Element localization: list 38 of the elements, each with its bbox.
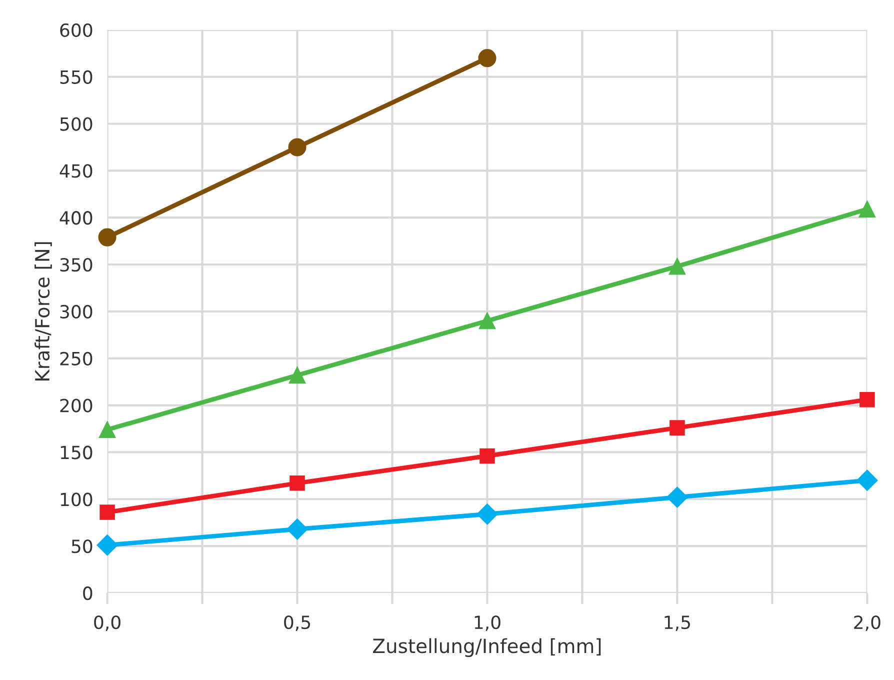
point (666, 486, 688, 508)
point (96, 534, 118, 556)
y-tick-label: 100 (60, 492, 92, 506)
y-tick-label: 400 (60, 211, 92, 225)
point (286, 518, 308, 540)
point (478, 312, 496, 330)
point (860, 392, 875, 408)
point (858, 200, 876, 218)
x-tick-label: 1,0 (474, 616, 500, 631)
point (668, 258, 686, 275)
y-tick-label: 500 (60, 117, 92, 131)
point (670, 420, 685, 436)
point (98, 421, 116, 438)
y-tick-label: 600 (60, 23, 92, 38)
x-tick-label: 0,0 (94, 616, 120, 631)
y-tick-label: 550 (60, 70, 92, 84)
x-tick-label: 1,5 (664, 616, 690, 631)
point (478, 49, 496, 68)
point (100, 504, 115, 520)
x-tick-label: 2,0 (854, 616, 880, 631)
point (480, 448, 495, 464)
point (288, 138, 306, 156)
point (288, 366, 306, 384)
y-tick-label: 200 (60, 398, 92, 412)
point (856, 470, 878, 491)
x-axis-title: Zustellung/Infeed [mm] (373, 638, 601, 658)
x-tick-label: 0,5 (284, 616, 310, 631)
y-tick-label: 350 (60, 258, 92, 272)
point (476, 504, 498, 525)
point (290, 476, 305, 491)
y-tick-label: 300 (60, 304, 92, 319)
y-tick-label: 0 (83, 586, 92, 600)
y-tick-label: 450 (60, 164, 92, 178)
y-tick-label: 50 (72, 540, 92, 554)
y-tick-label: 250 (60, 352, 92, 366)
point (98, 228, 116, 246)
y-axis-title: Kraft/Force [N] (34, 242, 52, 380)
y-tick-label: 150 (60, 446, 92, 460)
